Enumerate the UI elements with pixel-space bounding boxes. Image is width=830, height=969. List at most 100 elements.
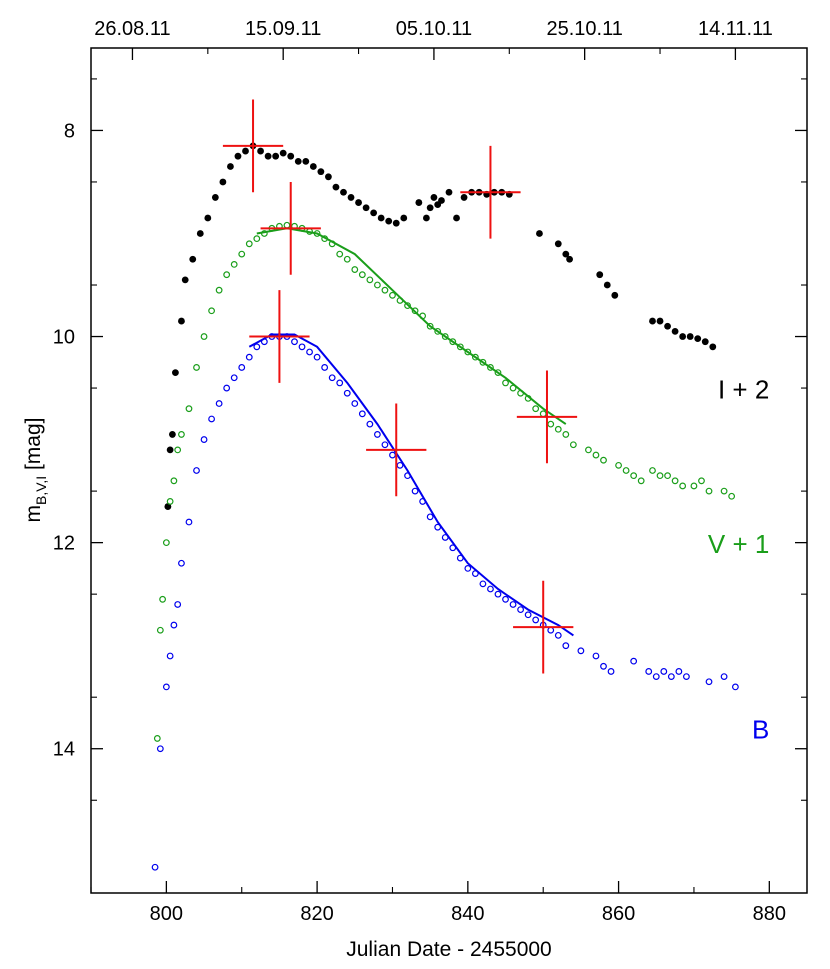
data-point	[245, 353, 253, 361]
data-point	[566, 255, 573, 263]
data-point	[351, 266, 359, 273]
data-point	[656, 472, 664, 480]
data-point	[219, 178, 227, 186]
data-point	[223, 271, 231, 279]
data-point	[377, 214, 385, 222]
data-point	[370, 209, 378, 217]
data-point	[385, 217, 393, 225]
data-point	[479, 358, 487, 366]
data-point	[389, 451, 396, 459]
data-point	[656, 317, 664, 325]
data-point	[159, 595, 167, 603]
data-point	[456, 343, 464, 351]
data-point	[434, 327, 442, 335]
data-point	[185, 518, 193, 526]
data-point	[562, 642, 570, 650]
data-point	[283, 221, 291, 229]
data-point	[234, 152, 242, 160]
data-point	[460, 194, 468, 201]
data-point	[728, 492, 736, 500]
data-point	[193, 467, 200, 474]
data-point	[174, 446, 182, 454]
x-axis-title: Julian Date - 2455000	[346, 938, 551, 961]
data-point	[170, 621, 178, 629]
data-point	[698, 477, 705, 485]
data-point	[211, 194, 219, 201]
data-point	[592, 451, 600, 459]
data-point	[649, 317, 656, 325]
data-point	[664, 472, 671, 480]
data-point	[168, 431, 176, 438]
data-point	[449, 338, 457, 346]
data-point	[607, 668, 615, 675]
top-tick-label: 26.08.11	[94, 18, 170, 40]
data-point	[732, 683, 739, 691]
data-point	[400, 214, 408, 222]
data-point	[705, 487, 713, 495]
data-point	[272, 152, 280, 160]
data-point	[358, 410, 366, 418]
data-point	[524, 611, 532, 619]
data-point	[532, 405, 540, 413]
x-tick-label: 800	[150, 903, 183, 925]
data-point	[611, 291, 619, 299]
data-point	[208, 415, 215, 423]
data-point	[630, 657, 638, 665]
data-point	[494, 590, 502, 598]
data-point	[539, 410, 547, 418]
data-point	[166, 446, 174, 454]
data-point	[287, 152, 295, 160]
data-point	[374, 281, 381, 289]
x-tick-label: 880	[753, 903, 786, 925]
data-point	[242, 147, 249, 155]
data-point	[313, 353, 321, 361]
data-point	[215, 400, 223, 407]
data-point	[615, 461, 622, 469]
data-point	[630, 472, 638, 480]
data-point	[178, 559, 185, 567]
data-point	[294, 157, 302, 165]
data-point	[253, 343, 261, 351]
data-point	[238, 364, 246, 371]
plot-frame	[90, 47, 808, 894]
data-point	[679, 482, 687, 490]
data-point	[438, 197, 445, 204]
data-point	[554, 631, 562, 639]
data-point	[622, 467, 630, 474]
series-label: B	[752, 714, 769, 744]
data-point	[536, 230, 543, 237]
data-point	[302, 157, 310, 165]
fit-line	[248, 333, 574, 637]
data-point	[554, 425, 562, 433]
data-point	[230, 374, 238, 382]
fit-line	[256, 227, 567, 425]
data-point	[671, 477, 679, 485]
data-point	[720, 487, 728, 495]
data-point	[562, 250, 570, 258]
top-tick-label: 25.10.11	[546, 18, 622, 40]
data-point	[166, 652, 174, 660]
data-point	[562, 431, 570, 438]
data-point	[671, 327, 679, 335]
data-point	[245, 240, 253, 248]
data-point	[170, 477, 178, 485]
data-point	[223, 384, 231, 392]
data-point	[185, 405, 193, 413]
data-point	[411, 487, 419, 495]
data-point	[332, 183, 340, 191]
y-tick-label: 14	[53, 739, 75, 761]
data-point	[664, 322, 671, 330]
data-point	[156, 626, 164, 634]
data-point	[291, 338, 298, 346]
error-crosses	[222, 99, 578, 674]
data-point	[156, 745, 164, 753]
series-label: I + 2	[718, 374, 769, 404]
data-point	[215, 286, 223, 294]
data-point	[652, 673, 660, 680]
data-point	[509, 601, 517, 608]
data-point	[577, 647, 585, 655]
x-tick-label: 860	[602, 903, 635, 925]
data-point	[204, 214, 212, 222]
data-point	[309, 163, 317, 170]
